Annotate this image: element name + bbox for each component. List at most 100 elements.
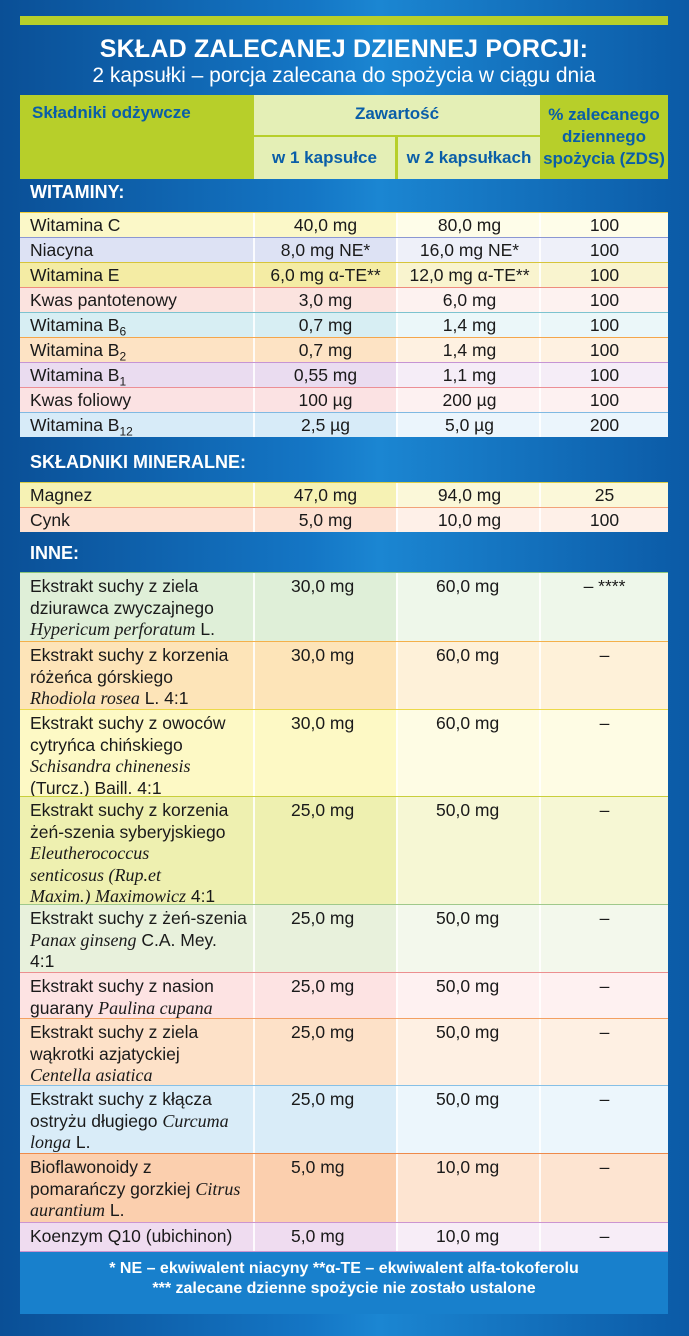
ingredient-text: pomarańczy gorzkiej bbox=[30, 1178, 196, 1199]
column-divider bbox=[396, 572, 398, 641]
amount-2-capsules: 50,0 mg bbox=[436, 1089, 500, 1109]
ingredient-text: L. 4:1 bbox=[139, 688, 189, 708]
ingredient-name: Ekstrakt suchy z ziela dziurawca zwyczajn… bbox=[20, 572, 253, 641]
column-divider bbox=[253, 412, 255, 437]
ingredient-name-line: guarany Paulina cupana bbox=[30, 998, 253, 1020]
row-separator bbox=[20, 796, 668, 797]
ingredient-text: Ekstrakt suchy z nasion bbox=[30, 976, 214, 996]
table-row: Koenzym Q10 (ubichinon) 5,0 mg 10,0 mg – bbox=[20, 1222, 668, 1252]
column-divider bbox=[396, 972, 398, 1018]
column-divider bbox=[253, 1222, 255, 1252]
nutrient-subscript: 12 bbox=[119, 424, 133, 439]
ingredient-name-line: Ekstrakt suchy z kłącza bbox=[30, 1089, 253, 1111]
column-divider bbox=[253, 362, 255, 387]
column-divider bbox=[396, 412, 398, 437]
zds-percent: 100 bbox=[589, 215, 620, 235]
column-divider bbox=[539, 482, 541, 507]
ingredient-name: Ekstrakt suchy z nasion guarany Paulina c… bbox=[20, 972, 253, 1018]
ingredient-name-line: różeńca górskiego bbox=[30, 667, 253, 689]
zds-percent: – bbox=[599, 908, 610, 928]
amount-1-capsule: 5,0 mg bbox=[291, 1226, 345, 1246]
nutrient-label: Witamina C bbox=[30, 215, 121, 235]
ingredient-text: Bioflawonoidy z bbox=[30, 1157, 152, 1177]
nutrient-label: Witamina B bbox=[30, 340, 120, 360]
row-separator bbox=[20, 362, 668, 363]
table-row: Niacyna 8,0 mg NE* 16,0 mg NE* 100 bbox=[20, 237, 668, 262]
header-col3-bg bbox=[398, 137, 540, 179]
row-separator bbox=[20, 572, 668, 573]
column-divider bbox=[539, 641, 541, 709]
amount-2-capsules: 6,0 mg bbox=[442, 290, 497, 310]
ingredient-text: Ekstrakt suchy z owoców bbox=[30, 713, 226, 733]
latin-name: Hypericum perforatum bbox=[30, 619, 196, 639]
zds-percent: – **** bbox=[583, 576, 626, 596]
latin-name: longa bbox=[30, 1132, 72, 1152]
row-separator bbox=[20, 1085, 668, 1086]
column-divider bbox=[253, 641, 255, 709]
latin-name: Rhodiola rosea bbox=[30, 688, 140, 708]
column-divider bbox=[396, 1222, 398, 1252]
column-divider bbox=[396, 212, 398, 237]
amount-1-capsule: 2,5 µg bbox=[300, 415, 350, 435]
column-divider bbox=[539, 1018, 541, 1085]
column-divider bbox=[253, 572, 255, 641]
zds-percent: 100 bbox=[589, 265, 620, 285]
column-divider bbox=[253, 287, 255, 312]
ingredient-text: Ekstrakt suchy z kłącza bbox=[30, 1089, 212, 1109]
nutrient-subscript: 2 bbox=[119, 349, 127, 364]
latin-name: senticosus (Rup.et bbox=[30, 864, 161, 885]
row-separator bbox=[20, 972, 668, 973]
ingredient-text: wąkrotki azjatyckiej bbox=[30, 1043, 180, 1064]
amount-2-capsules: 60,0 mg bbox=[436, 576, 500, 596]
ingredient-name: Ekstrakt suchy z korzenia żeń-szenia sybe… bbox=[20, 796, 253, 906]
zds-percent: 100 bbox=[589, 315, 620, 335]
ingredient-name-line: Ekstrakt suchy z nasion bbox=[30, 976, 253, 998]
amount-1-capsule: 0,7 mg bbox=[298, 315, 353, 335]
latin-name: Centella asiatica bbox=[30, 1065, 153, 1085]
row-separator bbox=[20, 337, 668, 338]
column-divider bbox=[396, 1085, 398, 1153]
column-divider bbox=[396, 1018, 398, 1085]
ingredient-name: Ekstrakt suchy z owoców cytryńca chińskie… bbox=[20, 709, 253, 798]
column-divider bbox=[539, 572, 541, 641]
amount-2-capsules: 5,0 µg bbox=[444, 415, 494, 435]
table-row: Ekstrakt suchy z korzenia żeń-szenia sybe… bbox=[20, 796, 668, 906]
column-divider bbox=[539, 1085, 541, 1153]
latin-name: Curcuma bbox=[162, 1110, 229, 1131]
ingredient-name: Bioflawonoidy z pomarańczy gorzkiej Citru… bbox=[20, 1153, 253, 1222]
column-divider bbox=[396, 337, 398, 362]
amount-1-capsule: 30,0 mg bbox=[291, 645, 355, 665]
ingredient-name-line: Ekstrakt suchy z ziela bbox=[30, 1022, 253, 1044]
ingredient-name-line: Ekstrakt suchy z owoców bbox=[30, 713, 253, 735]
ingredient-name-line: Panax ginseng C.A. Mey. bbox=[30, 930, 253, 952]
ingredient-name-line: Hypericum perforatum L. bbox=[30, 619, 253, 641]
zds-percent: 100 bbox=[589, 365, 620, 385]
column-divider bbox=[253, 1085, 255, 1153]
ingredient-name-line: Eleutherococcus bbox=[30, 843, 253, 865]
zds-percent: – bbox=[599, 976, 610, 996]
amount-2-capsules: 94,0 mg bbox=[437, 485, 502, 505]
row-separator bbox=[20, 1251, 668, 1252]
column-divider bbox=[396, 312, 398, 337]
zds-percent: – bbox=[599, 713, 610, 733]
table-row: Cynk 5,0 mg 10,0 mg 100 bbox=[20, 507, 668, 532]
amount-1-capsule: 25,0 mg bbox=[291, 800, 355, 820]
ingredient-name-line: 4:1 bbox=[30, 951, 253, 973]
row-separator bbox=[20, 212, 668, 213]
footnote-line2: *** zalecane dzienne spożycie nie został… bbox=[152, 1280, 536, 1297]
ingredient-text: L. bbox=[195, 619, 215, 639]
amount-1-capsule: 25,0 mg bbox=[291, 976, 355, 996]
table-row: Witamina B1 0,55 mg 1,1 mg 100 bbox=[20, 362, 668, 389]
column-divider bbox=[253, 312, 255, 337]
footnotes: * NE – ekwiwalent niacyny **α-TE – ekwiw… bbox=[20, 1252, 668, 1314]
latin-name: Paulina cupana bbox=[98, 997, 213, 1018]
column-divider bbox=[539, 337, 541, 362]
amount-2-capsules: 50,0 mg bbox=[436, 1022, 500, 1042]
table-row: Ekstrakt suchy z korzenia różeńca górskie… bbox=[20, 641, 668, 709]
amount-1-capsule: 6,0 mg α-TE** bbox=[270, 265, 381, 285]
table-row: Ekstrakt suchy z żeń-szenia Panax ginseng… bbox=[20, 904, 668, 972]
nutrient-name: Witamina B2 bbox=[20, 337, 253, 364]
nutrient-name: Witamina E bbox=[20, 262, 253, 287]
column-divider bbox=[396, 904, 398, 972]
column-divider bbox=[396, 287, 398, 312]
